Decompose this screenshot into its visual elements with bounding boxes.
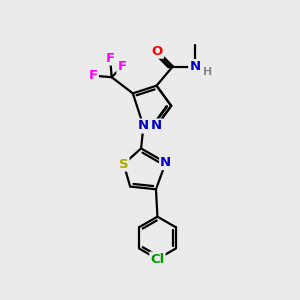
Text: O: O <box>152 45 163 58</box>
Text: N: N <box>160 156 171 169</box>
Text: S: S <box>119 158 128 171</box>
Text: F: F <box>117 60 127 74</box>
Text: F: F <box>106 52 115 64</box>
Text: F: F <box>89 69 98 82</box>
Text: N: N <box>189 60 200 73</box>
Text: Cl: Cl <box>150 253 165 266</box>
Text: N: N <box>138 119 149 133</box>
Text: H: H <box>202 67 212 77</box>
Text: N: N <box>151 119 162 133</box>
